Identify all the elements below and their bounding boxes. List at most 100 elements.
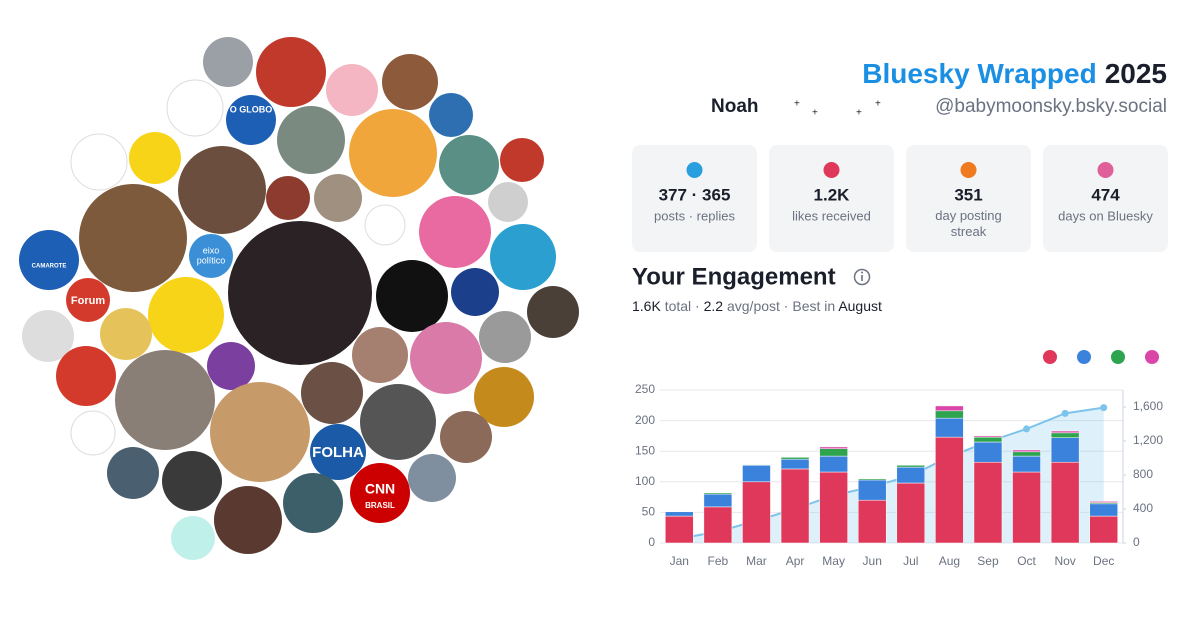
bar-segment (1012, 471, 1041, 544)
y2-tick-label: 0 (1133, 535, 1140, 549)
stat-value: 351 (954, 185, 982, 204)
stat-card (906, 145, 1031, 252)
bar-segment (819, 446, 848, 450)
y2-tick-label: 1,200 (1133, 433, 1163, 447)
sparkle: + (856, 108, 862, 119)
avatar (479, 311, 531, 363)
sparkle: + (794, 99, 800, 110)
avatar (500, 138, 544, 182)
bar-segment (1050, 432, 1080, 438)
x-tick-label: May (822, 554, 845, 568)
bar-segment (780, 458, 810, 470)
best-prefix: Best in (792, 298, 835, 314)
stat-icon (823, 162, 840, 178)
y-tick-label: 150 (635, 443, 655, 457)
bar-segment (665, 515, 694, 544)
avatar (166, 79, 224, 137)
avatar (207, 342, 255, 390)
bar-segment (742, 464, 771, 466)
y2-tick-label: 800 (1133, 467, 1153, 481)
chart: 0 50 100 150 200 250 0 400 800 1,200 1,600 Jan Feb Ma… (635, 382, 1163, 568)
stat-value: 1.2K (814, 185, 851, 204)
cumulative-point (1061, 409, 1069, 417)
avatar (226, 95, 276, 145)
user-handle: @babymoonsky.bsky.social (935, 96, 1167, 117)
avatar (488, 182, 528, 222)
stat-label: likes received (792, 208, 871, 223)
avatar (66, 278, 110, 322)
stat-icon (960, 162, 977, 178)
sparkle: + (812, 108, 818, 119)
bar-segment (896, 466, 926, 484)
bar-segment (857, 499, 887, 544)
bar-segment (973, 436, 1003, 443)
avatar (527, 286, 579, 338)
avatar (162, 451, 222, 511)
bar-segment (1012, 449, 1041, 453)
y-tick-label: 100 (635, 474, 655, 488)
bar-segment (857, 479, 887, 501)
avatar (214, 486, 282, 554)
avatar (352, 327, 408, 383)
legend-icon (1111, 350, 1125, 364)
avatar (474, 367, 534, 427)
x-tick-label: Jan (670, 554, 689, 568)
avatar (382, 54, 438, 110)
bar-segment (935, 410, 964, 419)
stat-icon (686, 162, 703, 178)
avatar (22, 310, 74, 362)
avatar (129, 132, 181, 184)
x-tick-label: Aug (939, 554, 960, 568)
engagement-summary: 1.6K total · 2.2 avg/post · Best in Augu… (632, 298, 882, 314)
avatar (56, 346, 116, 406)
bar-segment (665, 511, 694, 517)
avatar (349, 109, 437, 197)
avatar (410, 322, 482, 394)
bar-segment (896, 465, 926, 468)
legend (1043, 350, 1159, 364)
x-tick-label: Nov (1054, 554, 1075, 568)
avatar (115, 350, 215, 450)
x-tick-label: Mar (746, 554, 767, 568)
bar-segment (935, 417, 964, 438)
avatar (70, 410, 116, 456)
x-tick-label: Sep (977, 554, 999, 568)
best-month: August (838, 298, 882, 314)
title-year: 2025 (1105, 58, 1167, 89)
bar-segment (780, 457, 810, 460)
total-label: total (665, 298, 691, 314)
x-tick-label: Feb (708, 554, 729, 568)
sparkles: + + + + (794, 99, 881, 119)
total: 1.6K (632, 298, 661, 314)
stat-card (632, 145, 757, 252)
section-title: Your Engagement (632, 263, 836, 290)
info-dot (861, 271, 863, 274)
avatar (451, 268, 499, 316)
legend-icon (1077, 350, 1091, 364)
legend-icon (1043, 350, 1057, 364)
stat-label: days on Bluesky (1058, 208, 1153, 223)
cumulative-point (1023, 425, 1031, 433)
stat-label: posts · replies (654, 208, 735, 223)
bar-segment (1012, 451, 1041, 457)
avatar (70, 133, 128, 191)
avatar (490, 224, 556, 290)
bar-segment (1089, 503, 1118, 517)
avg: 2.2 (704, 298, 724, 314)
legend-icon (1145, 350, 1159, 364)
bar-segment (973, 441, 1003, 463)
x-tick-label: Oct (1017, 554, 1036, 568)
avatar-logo-text: Forum (71, 295, 105, 307)
avatar (148, 277, 224, 353)
avatar (228, 221, 372, 365)
avatar (203, 37, 253, 87)
avatar (266, 176, 310, 220)
avatar (419, 196, 491, 268)
avatar-logo-text: eixo (203, 245, 220, 255)
x-tick-label: Jun (863, 554, 882, 568)
avatar-logo-text: O GLOBO (230, 104, 273, 114)
title-text: Bluesky Wrapped (862, 58, 1096, 89)
avatar (210, 382, 310, 482)
y-tick-label: 0 (648, 535, 655, 549)
